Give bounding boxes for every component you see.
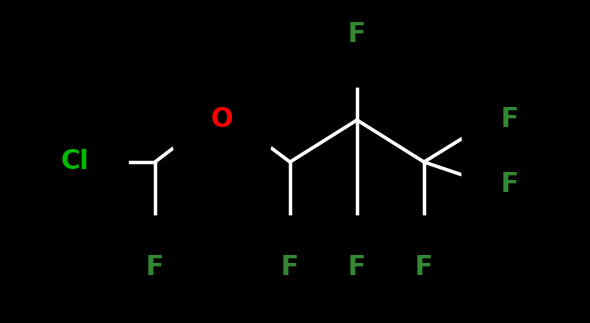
Text: F: F xyxy=(501,172,519,198)
Text: F: F xyxy=(415,255,433,281)
Text: F: F xyxy=(281,255,299,281)
Text: F: F xyxy=(146,255,164,281)
Text: F: F xyxy=(501,107,519,133)
Text: O: O xyxy=(211,107,233,133)
Text: F: F xyxy=(348,22,366,48)
Text: Cl: Cl xyxy=(61,149,89,175)
Text: F: F xyxy=(348,255,366,281)
